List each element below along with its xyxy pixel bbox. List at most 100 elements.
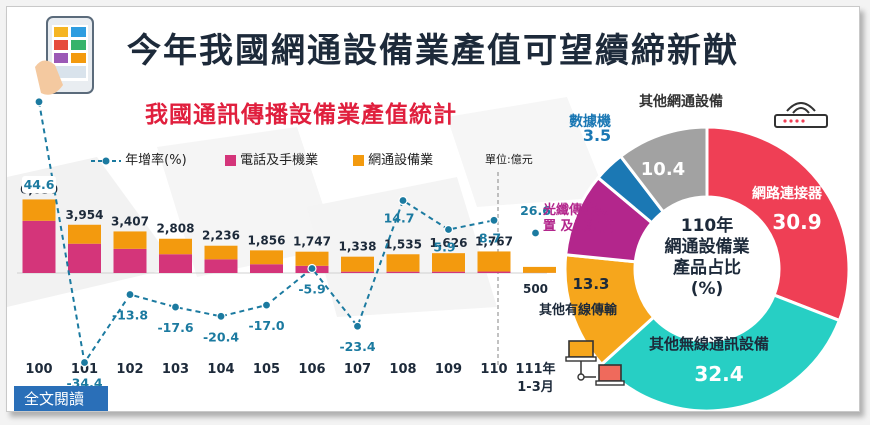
growth-point-8 — [398, 195, 408, 206]
growth-label-9: 5.9 — [433, 240, 455, 255]
legend-item-growth: 年增率(%) — [91, 149, 187, 168]
bar-phone-5 — [250, 264, 283, 273]
slice-value-3: 9.5 — [583, 217, 615, 238]
bar-total-label: 2,808 — [157, 222, 195, 236]
bar-total-label: 3,407 — [111, 214, 149, 228]
slice-label-optical: 光纖傳輸裝置 及元件 — [543, 203, 609, 234]
page-title: 今年我國網通設備業產值可望續締新猷 — [127, 31, 739, 71]
bar-network-0 — [22, 199, 56, 221]
growth-label-5: -17.0 — [248, 318, 284, 333]
router-icon — [774, 102, 828, 128]
donut-hole — [637, 199, 777, 339]
slice-value-1: 32.4 — [694, 362, 743, 386]
x-tick-label: 1-3月 — [517, 380, 554, 395]
bar-total-label: 1,535 — [384, 237, 422, 251]
slice-value-2: 13.3 — [572, 275, 609, 293]
x-tick-label: 108 — [389, 362, 416, 377]
bar-network-11 — [523, 266, 556, 273]
bar-total-label: 1,767 — [475, 234, 513, 248]
growth-point-1 — [79, 357, 90, 368]
bar-phone-1 — [68, 243, 101, 273]
growth-label-8: 14.7 — [384, 210, 415, 225]
bar-phone-2 — [113, 248, 147, 273]
slice-label-other-wireless: 其他無線通訊設備 — [649, 335, 770, 353]
growth-point-7 — [352, 321, 363, 331]
x-tick-label: 105 — [253, 362, 280, 377]
slice-value-5: 10.4 — [641, 159, 685, 180]
legend-item-phone: 電話及手機業 — [225, 149, 318, 168]
growth-point-2 — [125, 289, 135, 300]
growth-label-4: -20.4 — [203, 329, 239, 344]
growth-label-11: 26.6 — [520, 203, 551, 218]
unit-label: 單位:億元 — [485, 153, 533, 166]
bar-total-label: 500 — [523, 282, 548, 296]
growth-point-11 — [530, 228, 541, 238]
donut-slice-0 — [705, 125, 851, 323]
slice-label-other-network: 其他網通設備 — [639, 94, 723, 110]
growth-point-3 — [170, 302, 181, 312]
slice-label-other-wired: 其他有線傳輸 — [539, 303, 618, 318]
growth-label-7: -23.4 — [339, 339, 375, 354]
growth-point-10 — [489, 215, 499, 225]
legend-phone-label: 電話及手機業 — [240, 153, 319, 168]
legend-network-swatch — [353, 155, 364, 166]
bar-total-label: 1,747 — [293, 235, 331, 249]
slice-value-0: 30.9 — [772, 210, 821, 234]
growth-label-3: -17.6 — [157, 320, 193, 335]
bar-network-2 — [113, 231, 147, 249]
infographic-frame: 今年我國網通設備業產值可望續締新猷 我國通訊傳播設備業產值統計 年增率(%) 電… — [6, 6, 860, 412]
bar-network-3 — [159, 238, 192, 255]
x-tick-label: 106 — [298, 362, 325, 377]
bar-phone-10 — [477, 271, 511, 273]
growth-point-6 — [307, 263, 317, 274]
bar-network-9 — [432, 253, 465, 272]
donut-center-label: 網通設備業 — [665, 236, 750, 257]
legend-phone-swatch — [225, 155, 236, 166]
slice-label-modem: 數據機 — [569, 114, 611, 130]
donut-center-label: 產品占比 — [673, 257, 741, 278]
growth-point-0 — [34, 97, 44, 107]
slice-label-network-connector: 網路連接器 — [752, 186, 822, 202]
bar-phone-4 — [204, 259, 238, 273]
growth-label-10: 8.7 — [479, 230, 501, 245]
x-tick-label: 109 — [435, 362, 462, 377]
bar-total-label: 1,338 — [339, 240, 377, 254]
bar-network-6 — [295, 251, 329, 266]
donut-center-label: (%) — [691, 279, 724, 299]
x-tick-label: 100 — [25, 362, 52, 377]
bar-phone-8 — [386, 271, 420, 273]
x-tick-label: 102 — [116, 362, 143, 377]
bar-phone-3 — [159, 254, 192, 273]
donut-slice-5 — [618, 125, 709, 214]
bar-total-label: 1,856 — [248, 233, 286, 247]
growth-label-2: -13.8 — [112, 308, 148, 323]
bar-network-8 — [386, 254, 420, 272]
bar-phone-9 — [432, 271, 465, 273]
bar-total-label: 1,626 — [430, 236, 468, 250]
bar-phone-7 — [341, 271, 374, 273]
x-tick-label: 111年 — [515, 361, 555, 377]
x-tick-label: 110 — [480, 362, 507, 377]
legend-growth-swatch — [91, 157, 121, 164]
bar-network-5 — [250, 250, 283, 265]
bar-line-chart: 6,0301003,9541013,4071022,8081032,236104… — [17, 97, 556, 395]
donut-center-label: 110年 — [681, 215, 734, 236]
x-tick-label: 103 — [162, 362, 189, 377]
bar-total-label: 3,954 — [66, 208, 104, 222]
bar-network-7 — [341, 256, 374, 272]
x-tick-label: 101 — [71, 362, 98, 377]
growth-point-9 — [443, 224, 454, 235]
legend-growth-label: 年增率(%) — [125, 153, 187, 168]
network-computers-icon — [565, 340, 625, 386]
chart-title: 我國通訊傳播設備業產值統計 — [145, 102, 457, 128]
read-full-text-button[interactable]: 全文閱讀 — [14, 386, 108, 411]
bar-network-10 — [477, 251, 511, 272]
growth-label-0: 44.6 — [24, 177, 55, 192]
legend-network-label: 網通設備業 — [368, 153, 434, 168]
slice-value-4: 3.5 — [583, 126, 611, 145]
x-tick-label: 104 — [207, 362, 234, 377]
bar-network-4 — [204, 245, 238, 260]
smartphone-icon — [35, 16, 94, 95]
growth-label-bg — [22, 176, 56, 193]
